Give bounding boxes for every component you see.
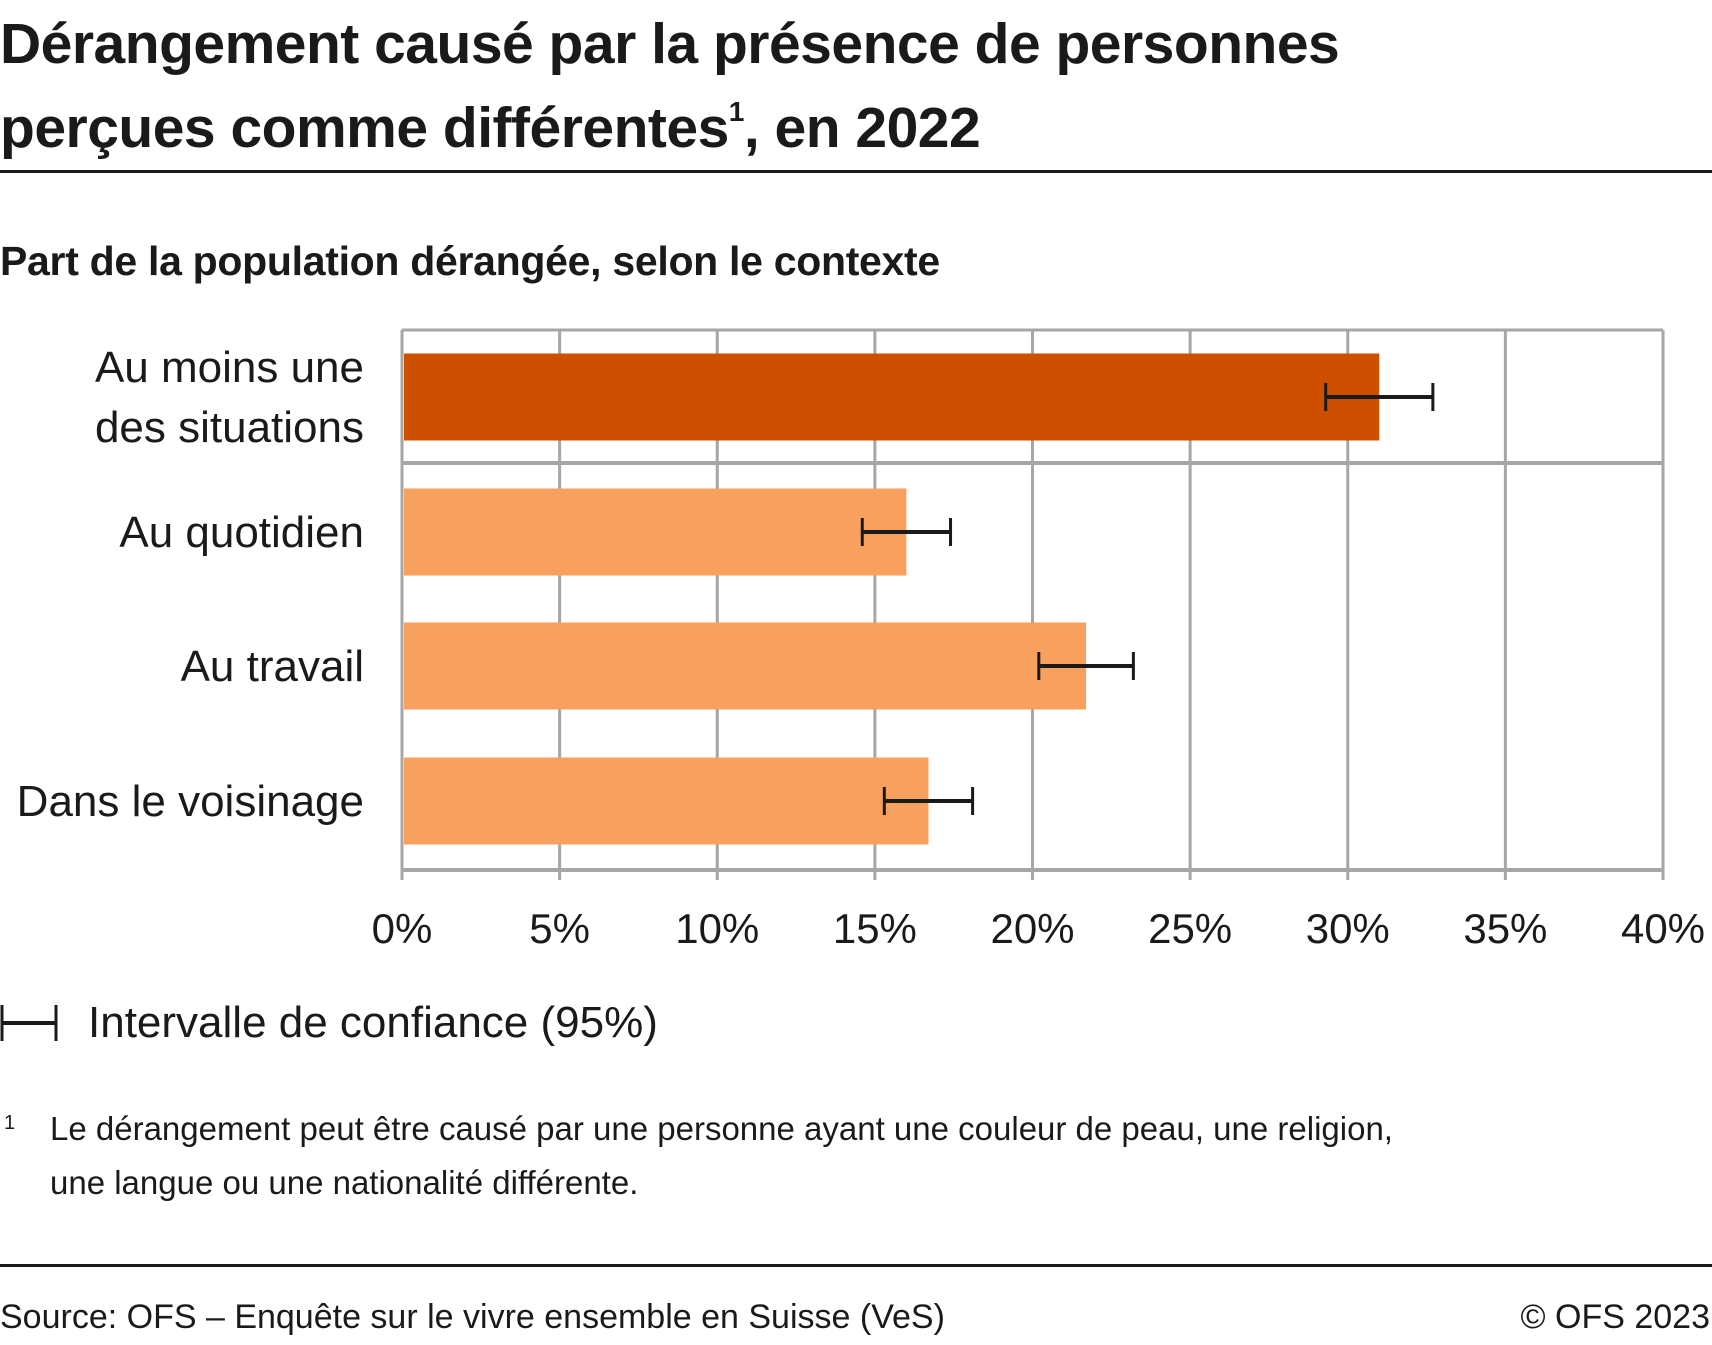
title-divider — [0, 170, 1712, 173]
footnote-line-1: Le dérangement peut être causé par une p… — [50, 1110, 1393, 1147]
title-line-1: Dérangement causé par la présence de per… — [0, 12, 1340, 76]
footnote-mark: 1 — [4, 1112, 16, 1134]
bar — [404, 622, 1087, 710]
category-label: Au quotidien — [119, 508, 364, 557]
x-tick-label: 30% — [1306, 905, 1390, 950]
category-label: des situations — [95, 403, 364, 452]
x-tick-label: 0% — [372, 905, 433, 950]
bars — [404, 353, 1380, 845]
x-tick-label: 25% — [1148, 905, 1232, 950]
error-bar-icon — [0, 1005, 58, 1041]
legend-label: Intervalle de confiance (95%) — [88, 998, 658, 1047]
title-line-2: perçues comme différentes — [0, 96, 729, 160]
bar — [404, 353, 1380, 441]
category-label: Au moins une — [95, 343, 364, 392]
category-labels: Au moins une des situations Au quotidien Au… — [17, 343, 364, 826]
footnote-line-2: une langue ou une nationalité différente… — [50, 1164, 639, 1201]
bar — [404, 488, 907, 576]
category-label: Au travail — [181, 642, 364, 691]
error-bars — [860, 383, 1435, 815]
source-text: Source: OFS – Enquête sur le vivre ensem… — [0, 1298, 945, 1336]
bar — [404, 757, 929, 845]
x-tick-labels: 0% 5% 10% 15% 20% 25% 30% 35% 40% — [372, 905, 1705, 950]
legend: Intervalle de confiance (95%) — [0, 996, 658, 1050]
copyright-text: © OFS 2023 — [1520, 1298, 1710, 1336]
x-tick-label: 35% — [1463, 905, 1547, 950]
category-label: Dans le voisinage — [17, 777, 364, 826]
footnote-reference: 1 — [728, 96, 745, 127]
bar-chart: Au moins une des situations Au quotidien Au… — [17, 328, 1705, 950]
x-tick-label: 15% — [833, 905, 917, 950]
title-line-2-end: , en 2022 — [743, 96, 981, 160]
x-tick-label: 40% — [1621, 905, 1705, 950]
footer-divider — [0, 1264, 1712, 1267]
x-tick-label: 10% — [675, 905, 759, 950]
x-tick-label: 5% — [529, 905, 590, 950]
footnote: 1 Le dérangement peut être causé par une… — [0, 1102, 1700, 1210]
chart-subtitle: Part de la population dérangée, selon le… — [0, 238, 940, 284]
chart-title: Dérangement causé par la présence de per… — [0, 2, 1700, 170]
x-tick-label: 20% — [990, 905, 1074, 950]
